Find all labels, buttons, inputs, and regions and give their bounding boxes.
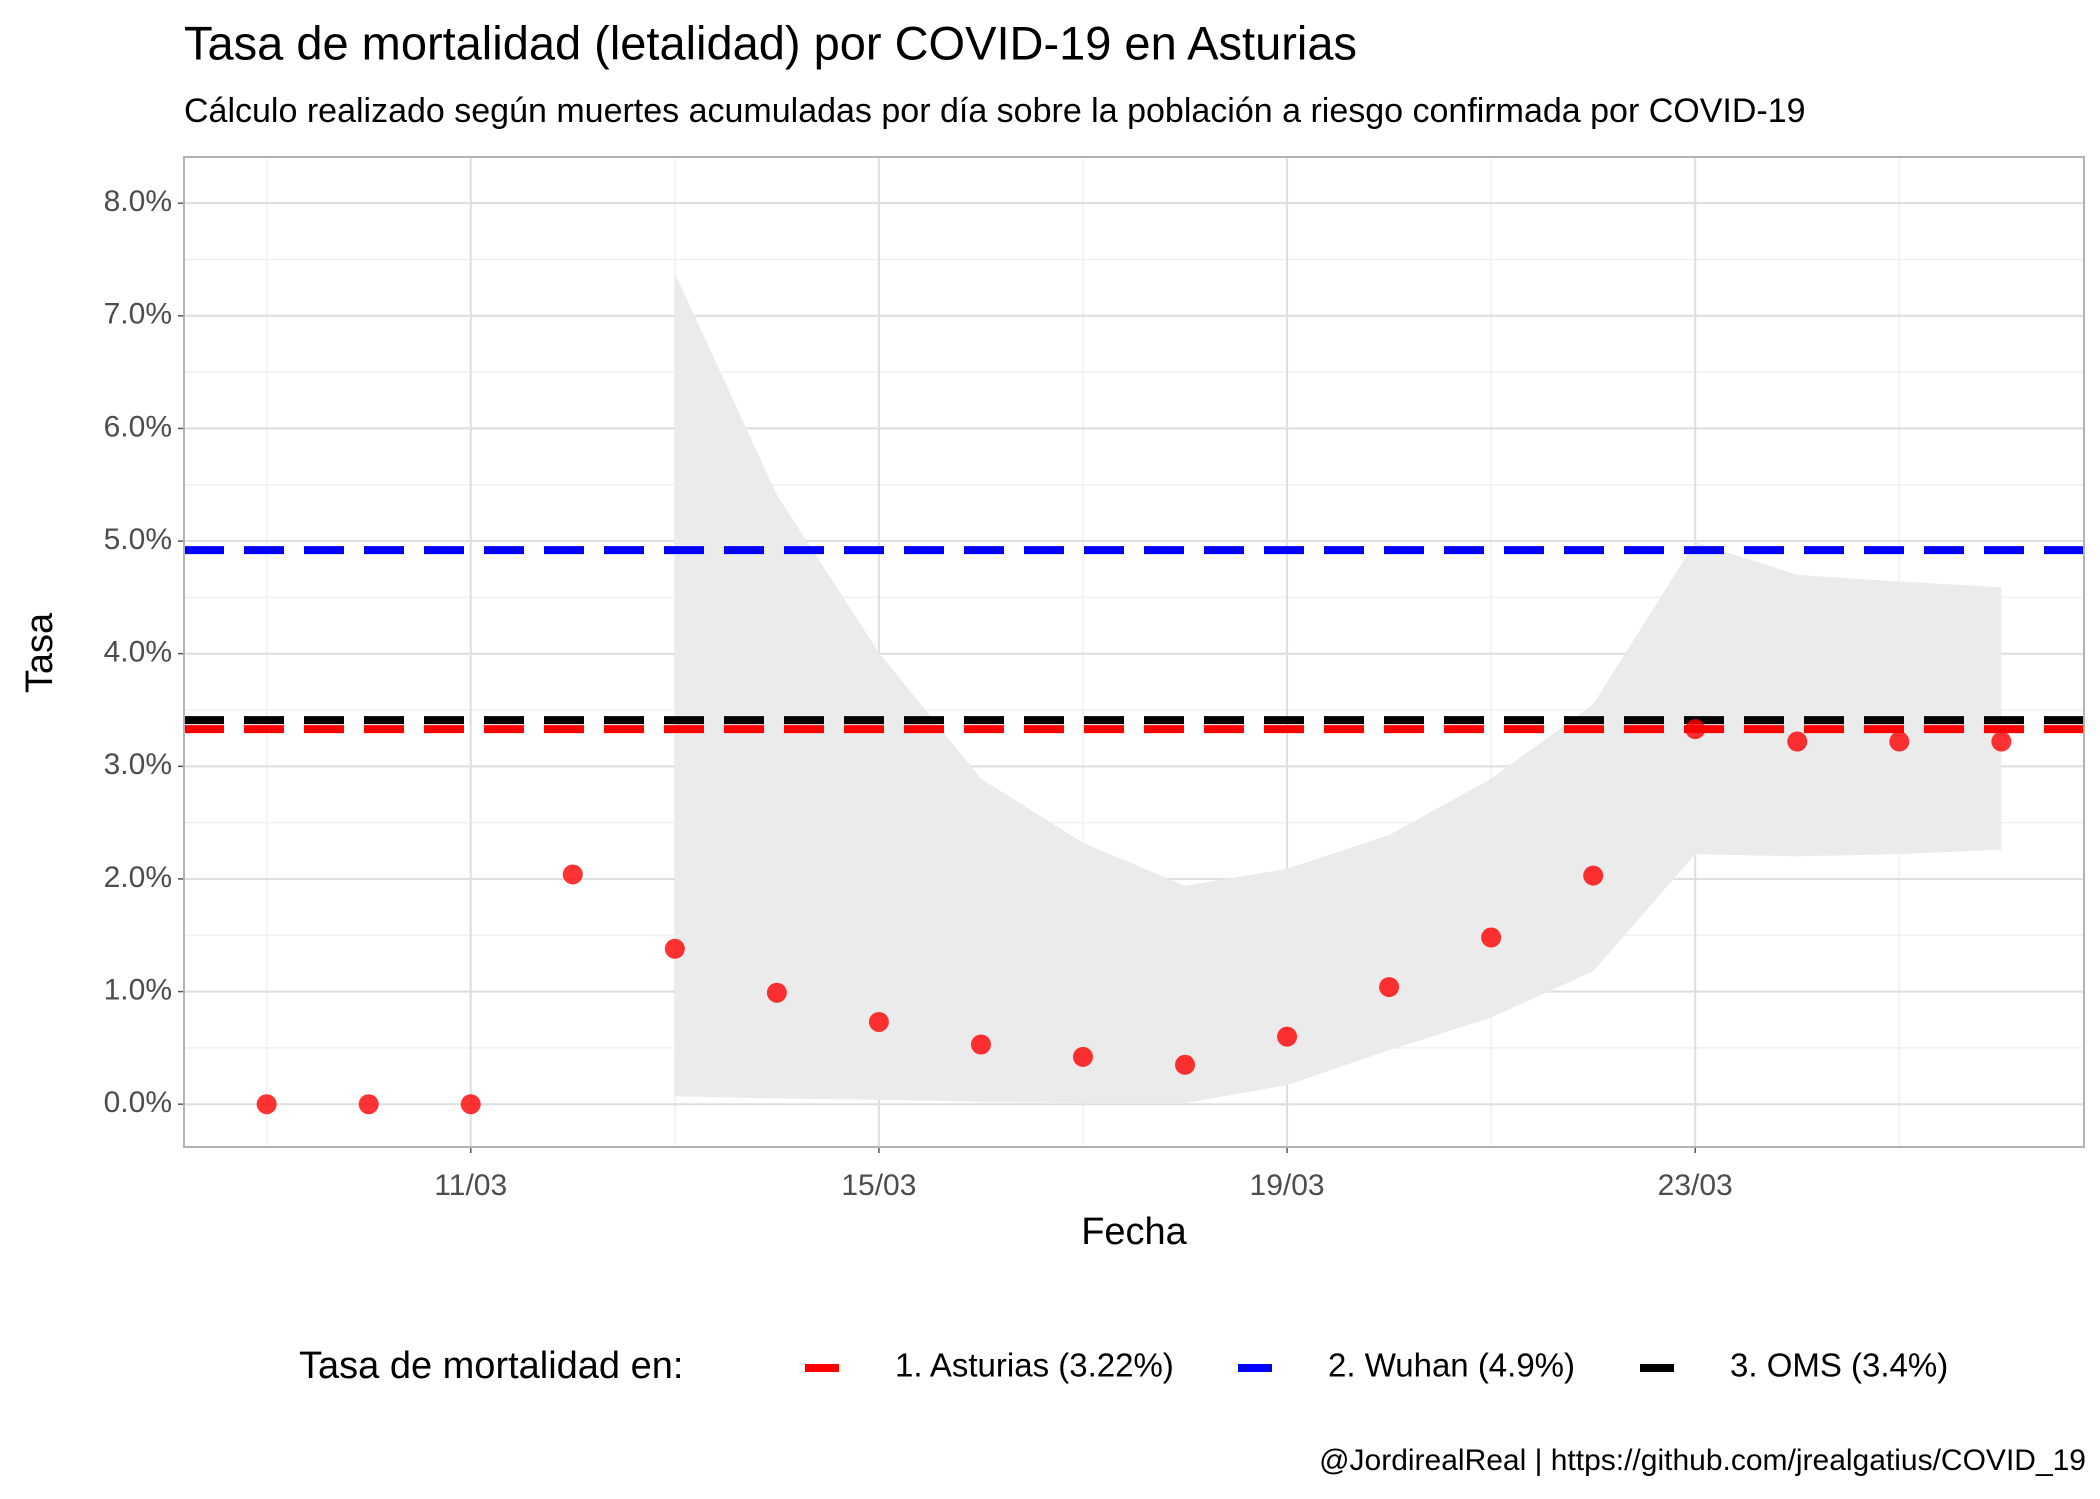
chart-subtitle: Cálculo realizado según muertes acumulad… [184,92,1806,130]
y-tick-label: 3.0% [104,748,172,781]
y-tick-label: 2.0% [104,861,172,894]
data-point [1072,1046,1093,1067]
x-tick-label: 11/03 [434,1169,507,1202]
y-axis-title: Tasa [19,612,61,693]
data-point [1787,731,1808,752]
data-point [970,1034,991,1055]
data-point [256,1094,277,1115]
data-point [562,864,583,885]
y-tick-label: 6.0% [104,410,172,443]
x-tick-label: 23/03 [1658,1169,1733,1202]
data-point [1889,731,1910,752]
y-tick-label: 5.0% [104,523,172,556]
data-point [1175,1054,1196,1075]
confidence-band [674,273,2002,1104]
data-point [1991,731,2012,752]
data-point [1481,927,1502,948]
y-tick-label: 0.0% [104,1086,172,1119]
data-point [664,938,685,959]
x-axis-title: Fecha [1081,1211,1187,1253]
x-tick-label: 15/03 [841,1169,916,1202]
data-point [460,1094,481,1115]
y-tick-label: 1.0% [104,973,172,1006]
data-point [1685,719,1706,740]
y-tick-label: 4.0% [104,636,172,669]
y-tick-label: 8.0% [104,185,172,218]
y-tick-label: 7.0% [104,298,172,331]
legend-title: Tasa de mortalidad en: [299,1345,683,1387]
data-point [766,982,787,1003]
caption: @JordirealReal | https://github.com/jrea… [1319,1444,2086,1477]
data-point [358,1094,379,1115]
data-point [1277,1026,1298,1047]
chart-title: Tasa de mortalidad (letalidad) por COVID… [184,16,1357,69]
legend-label: 1. Asturias (3.22%) [895,1347,1174,1384]
x-tick-label: 19/03 [1250,1169,1325,1202]
data-point [1583,865,1604,886]
data-point [1379,977,1400,998]
legend-label: 3. OMS (3.4%) [1730,1347,1948,1384]
data-point [868,1011,889,1032]
legend-label: 2. Wuhan (4.9%) [1328,1347,1575,1384]
plot-border [183,156,2085,1148]
